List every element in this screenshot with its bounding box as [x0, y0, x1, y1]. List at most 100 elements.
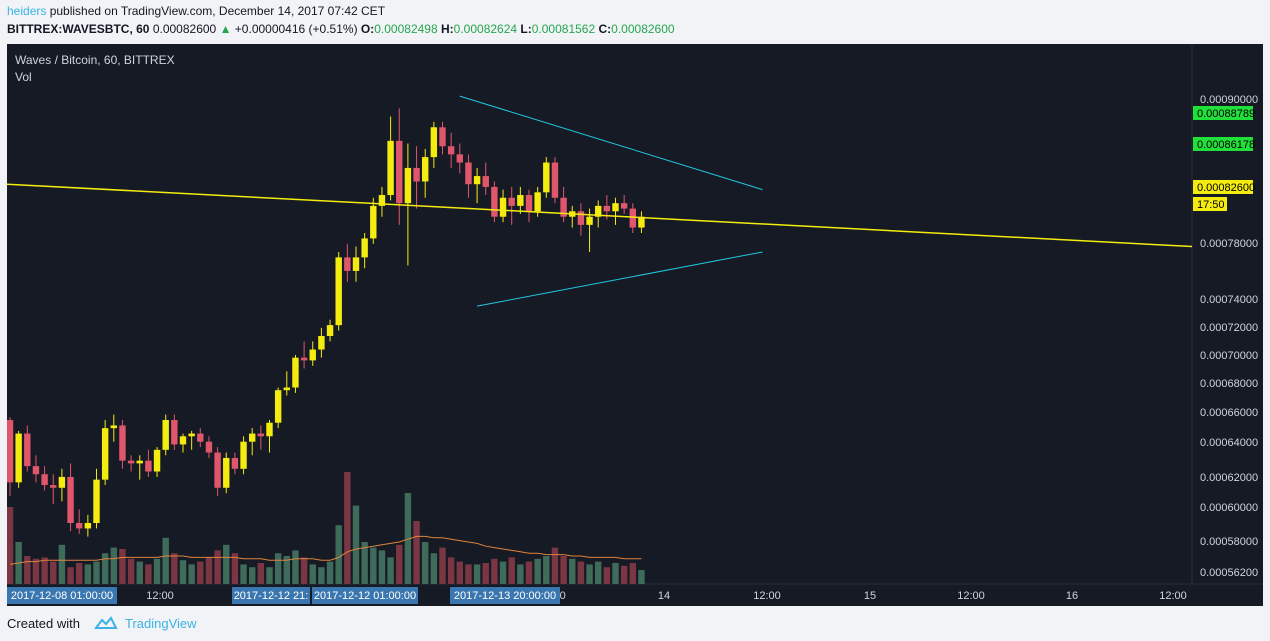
volume-bar [465, 564, 472, 584]
candle-body [274, 390, 282, 423]
volume-bar [197, 561, 204, 584]
time-tick-label: 12:00 [1159, 590, 1187, 602]
high-value: 0.00082624 [453, 22, 518, 36]
last-price: 0.00082600 [152, 22, 217, 36]
volume-bar [7, 507, 14, 584]
price-tick-label: 0.00062000 [1200, 472, 1258, 484]
candle-body [67, 476, 74, 524]
volume-bar [508, 557, 515, 584]
candle-body [603, 205, 611, 212]
volume-bar [84, 564, 92, 584]
candle-body [145, 460, 152, 472]
volume-bar [387, 557, 394, 584]
volume-bar [119, 549, 126, 584]
candle-body [638, 216, 645, 228]
candle-body [292, 357, 299, 388]
time-tick-label: 16 [1066, 590, 1078, 602]
candle-body [266, 422, 273, 437]
time-highlight-box [232, 587, 310, 604]
volume-bar [638, 570, 645, 584]
candle-body [7, 420, 14, 483]
price-tick-label: 0.00090000 [1200, 94, 1258, 106]
time-highlight-box [7, 587, 117, 604]
candle-body [300, 357, 308, 361]
volume-bar [569, 558, 576, 584]
candle-body [76, 523, 83, 529]
volume-bar [456, 561, 463, 584]
volume-bar [266, 567, 273, 584]
price-tick-label: 0.00072000 [1200, 322, 1258, 334]
candle-body [214, 452, 221, 488]
candle-body [447, 146, 455, 155]
tradingview-brand-link[interactable]: TradingView [125, 616, 197, 631]
price-badge [1193, 106, 1253, 120]
volume-bar [240, 564, 247, 584]
candle-body [309, 349, 316, 361]
volume-bar [629, 563, 636, 584]
open-label: O: [360, 22, 375, 36]
author-link[interactable]: heiders [7, 4, 47, 18]
volume-bar [517, 564, 524, 584]
volume-bar [543, 556, 550, 584]
chart-panel[interactable]: 0.00090000 0.00078000 0.00074000 0.00072000… [7, 44, 1263, 606]
candle-body [396, 140, 403, 204]
candle-body [344, 257, 351, 271]
candle-body [50, 485, 57, 488]
ohlc-line: BITTREX:WAVESBTC, 60 0.00082600 ▲ +0.000… [7, 22, 675, 36]
candle-body [517, 195, 524, 206]
volume-bar [413, 521, 420, 584]
candle-body [127, 460, 135, 464]
price-change: +0.00000416 (+0.51%) [234, 22, 358, 36]
candle-body [473, 176, 481, 185]
volume-bar [171, 553, 178, 584]
volume-bar [491, 558, 498, 584]
volume-bar [50, 561, 57, 584]
volume-bar [32, 558, 40, 584]
candle-body [387, 140, 394, 196]
candle-body [378, 195, 386, 206]
candle-body [525, 195, 533, 212]
volume-bar [223, 544, 230, 584]
tradingview-logo-icon[interactable] [93, 616, 118, 633]
volume-bar [378, 550, 386, 584]
volume-bar [352, 505, 360, 584]
publish-line: heiders published on TradingView.com, De… [7, 4, 385, 18]
candle-body [456, 154, 463, 163]
volume-bar [309, 564, 316, 584]
candle-body [326, 325, 334, 336]
candle-body [482, 176, 489, 187]
symbol-label: BITTREX:WAVESBTC, 60 [7, 22, 150, 36]
price-badge [1193, 137, 1253, 151]
candle-body [586, 216, 593, 225]
volume-bar [283, 556, 290, 584]
candle-body [465, 162, 472, 185]
price-tick-label: 0.00068000 [1200, 378, 1258, 390]
volume-bar [110, 547, 117, 584]
time-tick-label: 12:00 [146, 590, 174, 602]
candle-body [162, 420, 169, 450]
volume-bar [214, 550, 221, 584]
candle-body [595, 205, 602, 217]
volume-bar [482, 563, 489, 584]
volume-bar [447, 557, 455, 584]
time-tick-label: 14 [658, 590, 670, 602]
volume-bar [361, 542, 368, 584]
price-badge-label: 0.00088789 [1197, 108, 1255, 120]
time-tick-label: 12:00 [753, 590, 781, 602]
candle-body [612, 203, 619, 212]
volume-bar [370, 547, 377, 584]
candle-body [136, 460, 143, 464]
volume-bar [499, 561, 507, 584]
candle-body [508, 197, 515, 206]
publish-info: published on TradingView.com, December 1… [49, 4, 386, 18]
volume-bar [162, 537, 169, 584]
price-badge-label: 0.00086178 [1197, 139, 1255, 151]
candle-body [335, 257, 342, 326]
candle-body [240, 441, 247, 469]
time-highlight-box [450, 587, 560, 604]
candle-body [93, 479, 100, 524]
candle-body [620, 203, 628, 209]
price-chart[interactable]: 0.00090000 0.00078000 0.00074000 0.00072000… [7, 44, 1263, 606]
candle-body [58, 476, 66, 488]
candle-body [41, 474, 48, 486]
